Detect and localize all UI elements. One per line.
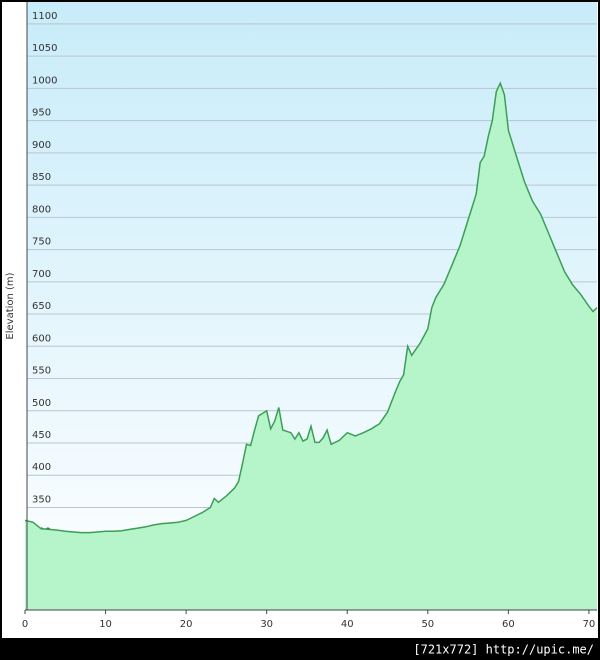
y-tick-label: 450 [32,430,51,441]
x-tick-label: 50 [421,619,434,630]
y-axis-label: Elevation (m) [5,272,16,339]
y-tick-label: 950 [32,108,51,119]
y-tick-label: 800 [32,204,51,215]
x-tick-label: 10 [99,619,112,630]
elevation-line [24,81,598,534]
x-tick-label: 60 [502,619,515,630]
y-tick-label: 850 [32,172,51,183]
y-tick-label: 650 [32,301,51,312]
elevation-area [25,83,597,610]
y-tick-label: 400 [32,462,51,473]
y-tick-label: 550 [32,366,51,377]
x-tick-label: 70 [583,619,596,630]
y-tick-label: 350 [32,494,51,505]
y-tick-label: 1050 [32,43,57,54]
y-tick-label: 600 [32,333,51,344]
y-tick-label: 500 [32,398,51,409]
x-tick-label: 20 [180,619,193,630]
x-tick-label: 40 [341,619,354,630]
y-tick-label: 750 [32,237,51,248]
y-tick-label: 1100 [32,11,57,22]
y-tick-label: 900 [32,140,51,151]
x-tick-label: 30 [260,619,273,630]
y-tick-label: 1000 [32,75,57,86]
footer: [721x772] http://upic.me/ [413,643,594,657]
x-tick-label: 0 [22,619,28,630]
y-tick-label: 700 [32,269,51,280]
